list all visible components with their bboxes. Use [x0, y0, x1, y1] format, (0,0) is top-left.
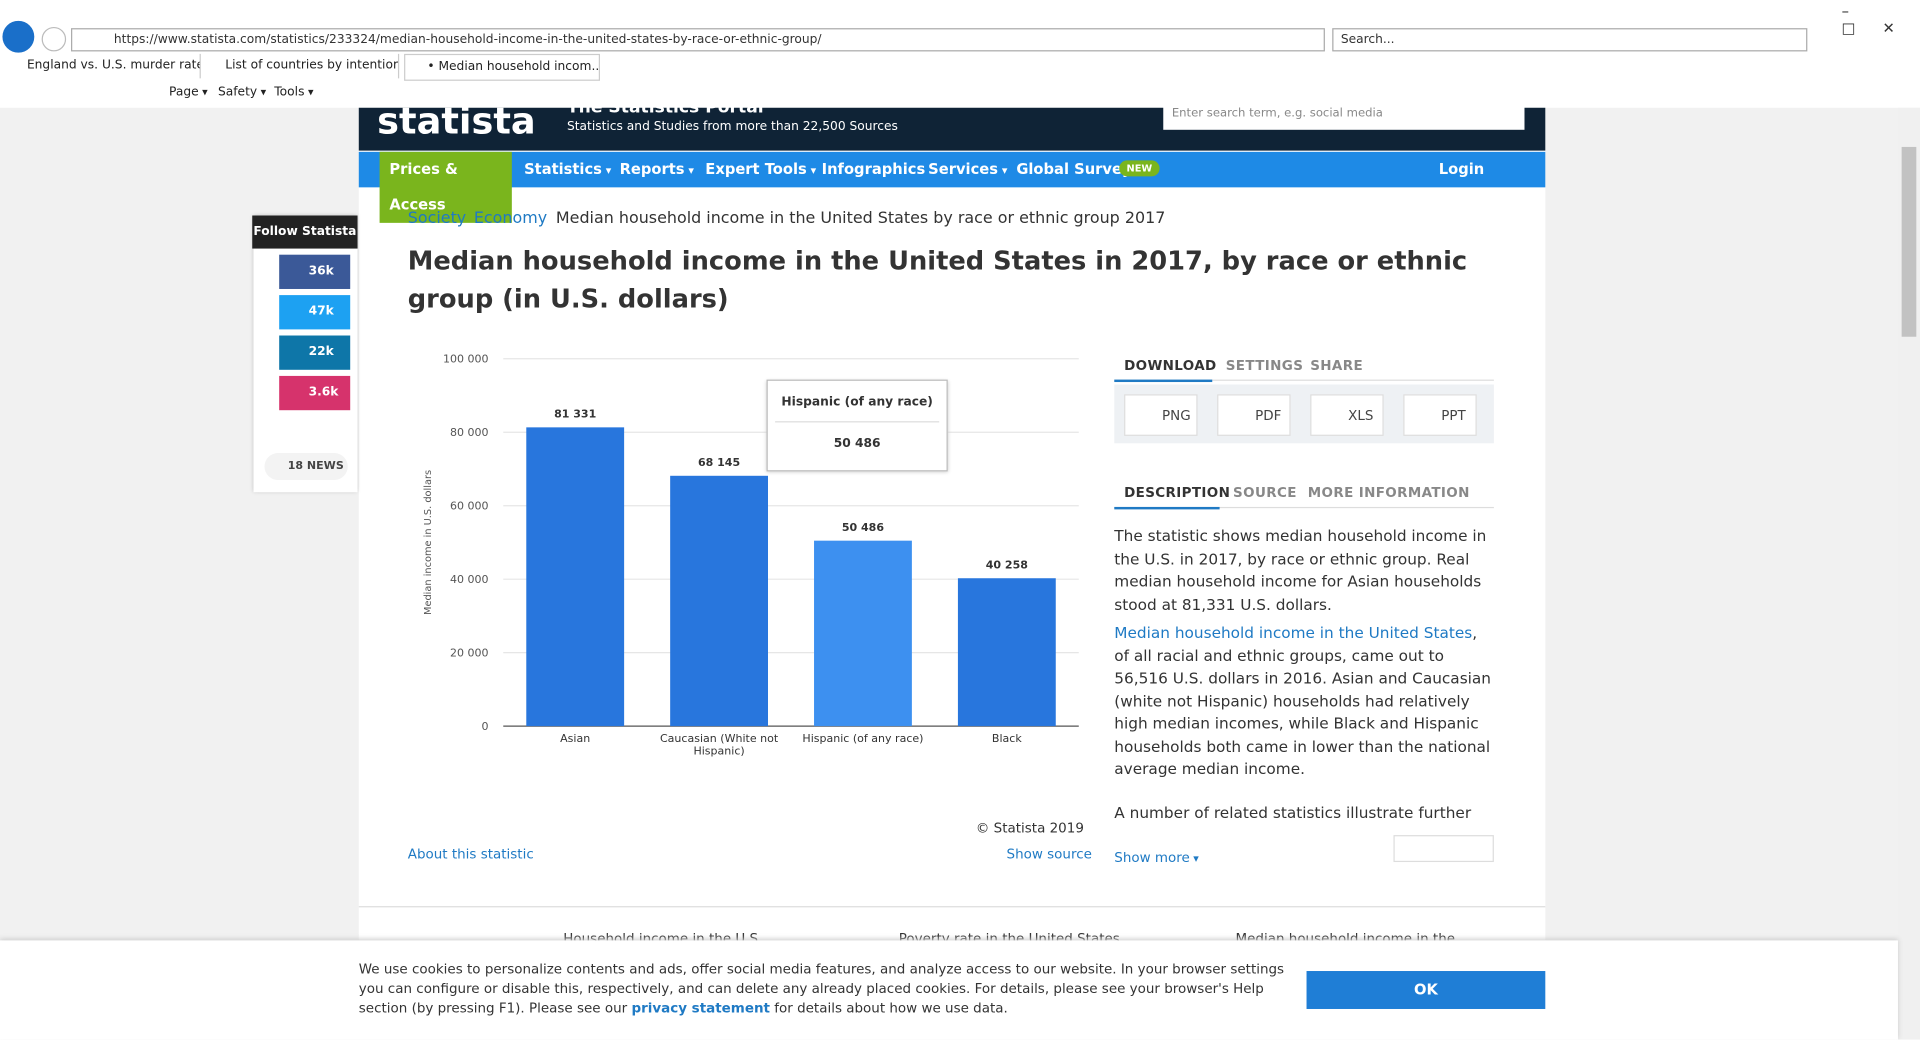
value-label: 40 258: [986, 558, 1028, 571]
divider: [358, 906, 1546, 908]
download-xls[interactable]: XLS: [1310, 394, 1384, 436]
nav-badge: NEW: [1119, 160, 1160, 177]
browser-tab[interactable]: England vs. U.S. murder rate | ...: [5, 53, 201, 79]
y-tick-label: 40 000: [450, 573, 489, 586]
toolbar-menu[interactable]: Safety: [218, 86, 266, 99]
show-more[interactable]: Show more: [1114, 850, 1199, 866]
browser-chrome: [0, 0, 1920, 108]
panel-tab-active[interactable]: DOWNLOAD: [1124, 357, 1217, 374]
y-axis-label: Median income in U.S. dollars: [423, 470, 434, 615]
description: The statistic shows median household inc…: [1114, 526, 1487, 613]
linkedin-count[interactable]: 22k: [279, 335, 351, 370]
facebook-count[interactable]: 36k: [279, 254, 351, 289]
breadcrumb-current: Median household income in the United St…: [555, 209, 1166, 228]
y-tick-label: 80 000: [450, 426, 489, 439]
y-tick-label: 60 000: [450, 499, 489, 512]
ok-button[interactable]: OK: [1306, 971, 1546, 1009]
site-search[interactable]: Enter search term, e.g. social media: [1163, 105, 1525, 130]
follow-title: Follow Statista: [252, 215, 358, 249]
bar: [526, 427, 625, 727]
logo[interactable]: statista: [377, 100, 536, 144]
tagline: The Statistics Portal: [566, 97, 764, 118]
subtitle: Statistics and Studies from more than 22…: [566, 120, 898, 134]
nav-item[interactable]: Reports: [620, 152, 694, 190]
tooltip: Hispanic (of any race) 50 486: [766, 379, 948, 472]
breadcrumb-link[interactable]: Economy: [473, 209, 548, 228]
info-tab[interactable]: SOURCE: [1233, 484, 1297, 501]
x-tick-label: Asian: [560, 733, 591, 746]
window-controls[interactable]: –□✕: [1841, 2, 1920, 37]
x-tick-label: Caucasian (White not Hispanic): [659, 733, 779, 758]
divider: [1114, 506, 1494, 510]
y-tick-label: 0: [482, 720, 489, 733]
bar: [814, 540, 912, 727]
forward-button[interactable]: [41, 26, 67, 52]
source-link[interactable]: Show source: [1006, 846, 1092, 863]
y-tick-label: 20 000: [450, 646, 489, 659]
login[interactable]: Login: [1438, 160, 1485, 178]
nav-item[interactable]: Infographics: [821, 160, 926, 178]
news-badge[interactable]: 18 NEWS: [264, 453, 348, 481]
x-tick-label-box: Asian: [560, 733, 591, 746]
x-tick-label-box: Black: [991, 733, 1022, 746]
download-pdf[interactable]: PDF: [1217, 394, 1291, 436]
info-tab-active[interactable]: DESCRIPTION: [1124, 484, 1231, 501]
tooltip-value: 50 486: [775, 421, 940, 451]
cookie-text: We use cookies to personalize contents a…: [359, 960, 1290, 1019]
x-tick-label: Hispanic (of any race): [802, 733, 924, 746]
page-title: Median household income in the United St…: [407, 246, 1468, 314]
browser-tab[interactable]: List of countries by intentional ...: [203, 53, 400, 79]
value-label: 50 486: [842, 521, 884, 534]
x-tick-label-box: Hispanic (of any race): [802, 733, 924, 746]
address-bar[interactable]: https://www.statista.com/statistics/2333…: [71, 28, 1325, 52]
nav-item[interactable]: Expert Tools: [705, 152, 816, 190]
panel-tab[interactable]: SETTINGS: [1225, 357, 1304, 374]
value-label: 68 145: [698, 456, 740, 469]
instagram-count[interactable]: 3.6k: [279, 375, 351, 411]
action-buttons[interactable]: [1393, 835, 1494, 863]
description: Median household income in the United St…: [1114, 622, 1494, 781]
divider: [1114, 379, 1494, 383]
cookie-banner: [0, 940, 1898, 1040]
nav-item[interactable]: Prices & Access: [379, 151, 512, 223]
cookie-message: We use cookies to personalize contents a…: [358, 961, 1285, 1017]
description-text: , of all racial and ethnic groups, came …: [1114, 623, 1492, 778]
toolbar-menu[interactable]: Page: [169, 86, 208, 99]
nav-item[interactable]: Statistics: [524, 152, 611, 190]
x-tick-label-box: Caucasian (White not Hispanic): [659, 733, 779, 758]
download-png[interactable]: PNG: [1124, 394, 1198, 436]
bar: [957, 578, 1056, 727]
download-ppt[interactable]: PPT: [1403, 394, 1477, 436]
description-link[interactable]: Median household income in the United St…: [1114, 623, 1473, 642]
nav-item[interactable]: Global Survey: [1016, 160, 1132, 178]
description: A number of related statistics illustrat…: [1114, 803, 1472, 821]
toolbar-menu[interactable]: Tools: [274, 86, 313, 99]
value-label: 81 331: [554, 408, 596, 421]
scrollbar[interactable]: [1897, 107, 1920, 1040]
search-box[interactable]: Search...: [1332, 28, 1808, 52]
twitter-count[interactable]: 47k: [279, 295, 351, 330]
tooltip-title: Hispanic (of any race): [781, 395, 933, 409]
browser-tab-active[interactable]: • Median household incom...: [404, 53, 601, 81]
nav-item[interactable]: Services: [928, 152, 1007, 190]
info-tab[interactable]: MORE INFORMATION: [1307, 484, 1470, 501]
back-button[interactable]: [2, 20, 35, 53]
copyright: © Statista 2019: [975, 820, 1084, 837]
panel-tab[interactable]: SHARE: [1310, 357, 1364, 374]
y-tick-label: 100 000: [443, 352, 489, 365]
bar: [670, 475, 769, 727]
about-link[interactable]: About this statistic: [407, 846, 534, 863]
breadcrumb-link[interactable]: Society: [407, 209, 467, 228]
privacy-link[interactable]: privacy statement: [631, 1000, 771, 1017]
cookie-message-end: for details about how we use data.: [774, 1000, 1008, 1017]
x-tick-label: Black: [991, 733, 1022, 746]
chart: 0 20 000 40 000 60 000 80 000 100 000 Median i…: [423, 352, 1079, 758]
